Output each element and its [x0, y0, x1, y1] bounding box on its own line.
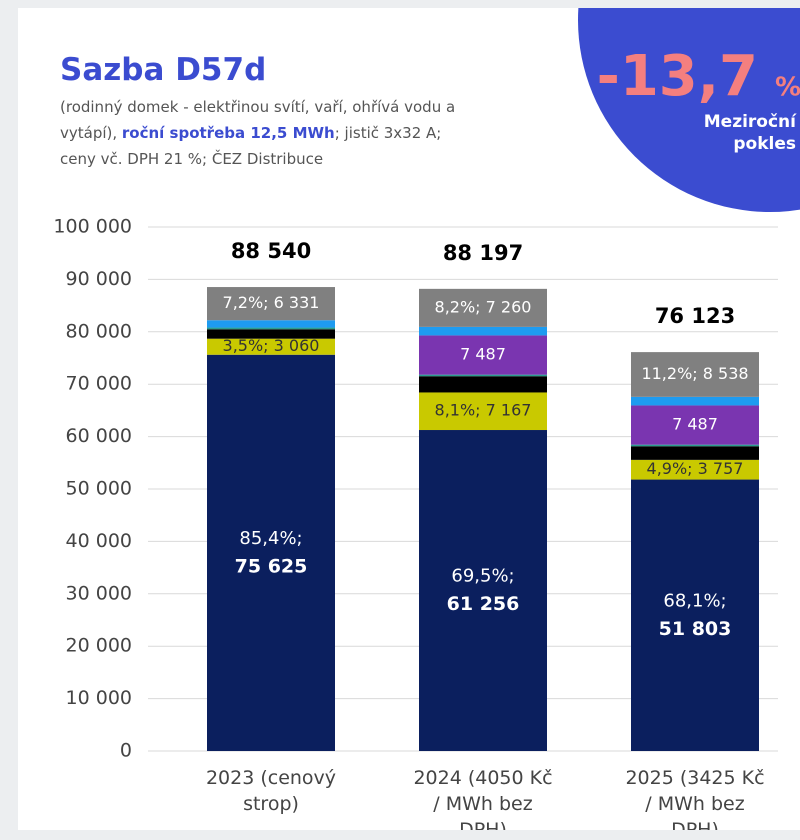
y-tick-label: 100 000	[53, 216, 132, 238]
value-label: 61 256	[447, 593, 520, 615]
y-tick-label: 90 000	[66, 268, 132, 290]
badge-label: Meziroční	[704, 112, 797, 132]
x-tick-label: 2025 (3425 Kč / MWh bez DPH)	[625, 767, 765, 830]
bar-segment	[419, 430, 547, 751]
chart-title: Sazba D57d	[60, 52, 267, 88]
bar-segment	[419, 376, 547, 393]
value-label: 11,2%; 8 538	[641, 364, 748, 383]
bar-segment	[207, 354, 335, 751]
value-label: 7,2%; 6 331	[223, 293, 320, 312]
value-label: 3,5%; 3 060	[223, 336, 320, 355]
subtitle-part: (rodinný domek - elektřinou svítí, vaří,…	[60, 98, 456, 142]
badge-unit: %	[775, 73, 800, 103]
bar-segment	[207, 329, 335, 339]
badge-circle	[578, 8, 800, 212]
bar-segment	[419, 335, 547, 375]
total-label: 88 197	[443, 241, 523, 265]
total-label: 88 540	[231, 239, 311, 263]
share-label: 85,4%;	[239, 528, 302, 549]
badge-label: pokles	[733, 134, 796, 154]
value-label: 4,9%; 3 757	[647, 459, 744, 478]
y-tick-label: 0	[120, 740, 132, 762]
bar-segment	[419, 326, 547, 336]
bar-segment	[631, 446, 759, 460]
x-tick-label: 2023 (cenový strop)	[205, 767, 337, 815]
value-label: 51 803	[659, 618, 732, 640]
value-label: 7 487	[672, 415, 718, 434]
y-tick-label: 40 000	[66, 530, 132, 552]
card: -13,7 % Meziroční pokles 0 10 000 20 000 30…	[18, 8, 800, 830]
bar-segment	[631, 459, 759, 480]
bar-segment	[631, 479, 759, 751]
bar-segment	[419, 392, 547, 431]
bar-segment	[631, 352, 759, 397]
bar-segment	[631, 405, 759, 445]
chart: -13,7 % Meziroční pokles 0 10 000 20 000 30…	[53, 8, 800, 762]
subtitle-part: ; jistič 3x32 A; ceny vč. DPH 21 %; ČEZ …	[60, 124, 442, 168]
bar-segment	[207, 287, 335, 321]
badge-value: -13,7	[597, 44, 758, 109]
bar-segment	[631, 396, 759, 406]
y-tick-label: 10 000	[66, 687, 132, 709]
value-label: 75 625	[235, 555, 308, 577]
bar-segment	[419, 374, 547, 377]
bar-segment	[631, 444, 759, 447]
total-label: 76 123	[655, 304, 735, 328]
value-label: 7 487	[460, 345, 506, 364]
value-label: 8,1%; 7 167	[435, 401, 532, 420]
bar-segment	[207, 338, 335, 355]
y-tick-label: 70 000	[66, 373, 132, 395]
subtitle: (rodinný domek - elektřinou svítí, vaří,…	[60, 94, 460, 172]
y-tick-label: 50 000	[66, 478, 132, 500]
y-tick-label: 60 000	[66, 425, 132, 447]
y-tick-label: 20 000	[66, 635, 132, 657]
subtitle-bold: roční spotřeba 12,5 MWh	[121, 124, 335, 142]
y-tick-label: 30 000	[66, 582, 132, 604]
bar-segment	[419, 288, 547, 327]
x-tick-label: 2024 (4050 Kč / MWh bez DPH)	[413, 767, 553, 830]
bar-segment	[207, 327, 335, 330]
share-label: 68,1%;	[663, 590, 726, 611]
y-tick-label: 80 000	[66, 320, 132, 342]
value-label: 8,2%; 7 260	[435, 297, 532, 316]
bar-segment	[207, 320, 335, 328]
share-label: 69,5%;	[451, 566, 514, 587]
